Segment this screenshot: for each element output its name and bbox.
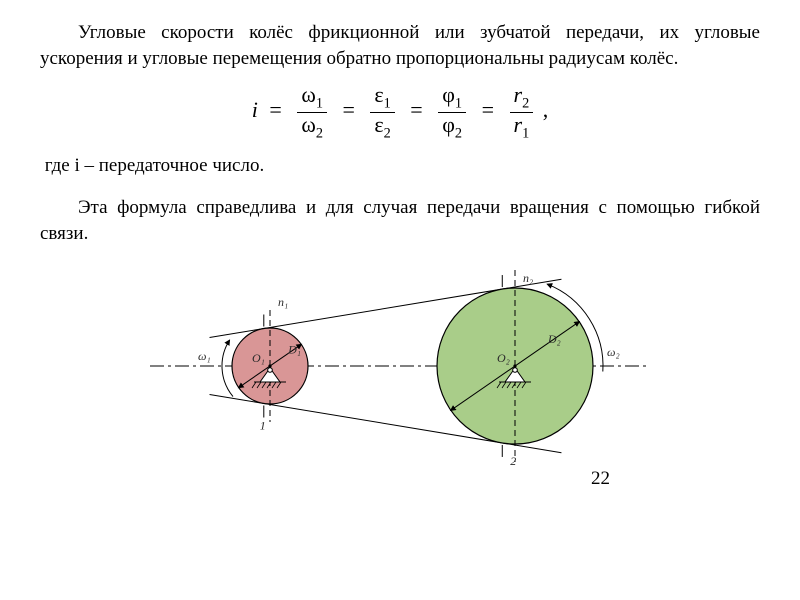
svg-text:D₁: D₁ bbox=[287, 343, 301, 357]
belt-drive-svg: D₁ O₁ D₂ O₂ n₁ n₂ ω₁ ω₂ 1 2 bbox=[120, 256, 680, 466]
belt-drive-diagram: D₁ O₁ D₂ O₂ n₁ n₂ ω₁ ω₂ 1 2 bbox=[40, 256, 760, 466]
equals-sign: = bbox=[410, 97, 422, 122]
svg-text:ω₂: ω₂ bbox=[607, 345, 620, 359]
formula-end: , bbox=[543, 97, 549, 122]
frac-omega: ω1 ω2 bbox=[297, 83, 327, 141]
svg-text:O₁: O₁ bbox=[252, 351, 265, 365]
frac-r: r2 r1 bbox=[510, 83, 534, 141]
frac-phi: φ1 φ2 bbox=[438, 83, 466, 141]
formula-lhs: i bbox=[252, 97, 258, 122]
page-number: 22 bbox=[40, 468, 760, 490]
paragraph-2: Эта формула справедлива и для случая пер… bbox=[40, 195, 760, 246]
svg-text:n₂: n₂ bbox=[523, 271, 533, 285]
svg-text:ω₁: ω₁ bbox=[198, 349, 211, 363]
where-clause: где i – передаточное число. bbox=[40, 155, 760, 177]
svg-text:n₁: n₁ bbox=[278, 295, 288, 309]
paragraph-1: Угловые скорости колёс фрикционной или з… bbox=[40, 20, 760, 71]
equals-sign: = bbox=[342, 97, 354, 122]
svg-text:O₂: O₂ bbox=[497, 351, 510, 365]
svg-text:1: 1 bbox=[260, 419, 266, 433]
svg-text:2: 2 bbox=[510, 454, 516, 466]
frac-epsilon: ε1 ε2 bbox=[370, 83, 394, 141]
formula-gear-ratio: i = ω1 ω2 = ε1 ε2 = φ1 φ2 = r2 r1 , bbox=[40, 83, 760, 141]
equals-sign: = bbox=[269, 97, 281, 122]
svg-text:D₂: D₂ bbox=[547, 332, 561, 346]
equals-sign: = bbox=[482, 97, 494, 122]
